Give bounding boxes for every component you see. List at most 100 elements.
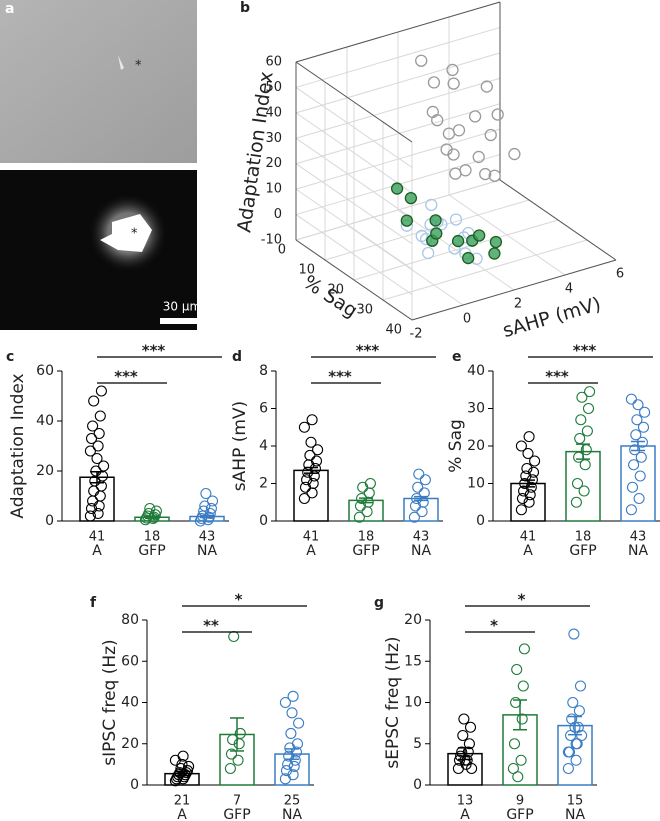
point <box>466 762 478 775</box>
point <box>306 414 318 426</box>
point <box>177 750 189 762</box>
y-tick-label: 60 <box>121 653 139 669</box>
z-tick-label: 60 <box>265 55 282 70</box>
grid-line <box>448 194 566 276</box>
grid-line <box>346 224 464 306</box>
x-tick-label: GFP <box>506 807 533 821</box>
count-label: 18 <box>144 530 161 545</box>
point <box>489 235 503 249</box>
x-tick-label: NA <box>628 543 648 559</box>
point <box>304 449 316 461</box>
count-label: 41 <box>520 530 537 545</box>
z-tick-label: 40 <box>265 105 282 120</box>
y-axis-label: sEPSC freq (Hz) <box>383 636 403 768</box>
point <box>479 167 492 181</box>
point <box>418 487 430 499</box>
point <box>287 769 299 781</box>
point <box>289 754 301 766</box>
significance-label: *** <box>545 368 569 386</box>
point <box>205 502 217 515</box>
point <box>431 114 444 127</box>
x-tick-label: A <box>92 543 102 559</box>
count-label: 7 <box>233 794 241 809</box>
box-edge <box>295 1 501 63</box>
point <box>310 455 323 467</box>
point <box>468 110 482 123</box>
y-tick-label: 0 <box>476 513 485 529</box>
y-tick-label: 0 <box>413 777 422 793</box>
point <box>523 431 535 443</box>
point <box>225 748 238 760</box>
y-tick-label: 10 <box>298 263 315 278</box>
count-label: 41 <box>303 530 320 545</box>
point <box>279 696 291 709</box>
count-label: 43 <box>630 530 647 545</box>
point <box>570 754 582 766</box>
point <box>312 444 324 456</box>
z-tick-label: -10 <box>261 233 282 248</box>
z-axis-label: Adaptation Index <box>233 70 277 234</box>
point <box>416 506 428 518</box>
y-tick-label: 40 <box>385 323 402 338</box>
y-tick-label: 2 <box>259 476 268 492</box>
point <box>400 214 414 227</box>
point <box>232 754 244 766</box>
point <box>491 108 504 121</box>
point <box>575 414 587 426</box>
point <box>425 198 438 212</box>
point <box>298 421 310 433</box>
point <box>488 247 501 260</box>
point <box>562 746 574 758</box>
panel-letter: c <box>6 349 14 365</box>
y-tick-label: 15 <box>404 653 422 669</box>
x-tick-label: -2 <box>410 327 423 342</box>
point <box>404 191 418 205</box>
z-tick-label: 10 <box>265 182 282 197</box>
point <box>582 402 595 415</box>
point <box>451 234 465 248</box>
point <box>361 506 373 518</box>
point <box>307 477 319 490</box>
panel-letter: e <box>452 349 462 365</box>
point <box>91 452 103 465</box>
x-tick-label: 6 <box>616 267 624 282</box>
box-edge <box>295 61 413 143</box>
point <box>363 487 375 499</box>
significance-label: *** <box>142 342 166 360</box>
point <box>176 758 188 770</box>
point <box>286 707 298 719</box>
point <box>429 214 442 227</box>
point <box>574 680 587 692</box>
point <box>626 481 639 493</box>
point <box>635 451 647 463</box>
point <box>630 429 642 441</box>
z-tick-label: 0 <box>274 207 282 222</box>
point <box>628 459 640 471</box>
scale-label: 30 µm <box>163 300 201 314</box>
cell-body <box>100 214 152 252</box>
y-tick-label: 20 <box>121 736 139 752</box>
count-label: 43 <box>199 530 216 545</box>
x-tick-label: A <box>460 807 470 821</box>
count-label: 21 <box>174 794 191 809</box>
x-tick-label: GFP <box>569 543 596 559</box>
point <box>458 713 470 725</box>
y-tick-label: 20 <box>36 463 54 479</box>
panel-letter: f <box>90 595 97 611</box>
point <box>462 251 475 265</box>
x-tick-label: NA <box>411 543 431 559</box>
x-tick-label: NA <box>565 807 585 821</box>
significance-label: ** <box>203 617 219 635</box>
y-axis-label: sIPSC freq (Hz) <box>100 639 120 765</box>
point <box>473 229 486 242</box>
y-tick-label: 10 <box>467 476 485 492</box>
point <box>568 628 580 640</box>
x-tick-label: 0 <box>463 312 471 327</box>
marker: * <box>135 59 142 74</box>
count-label: 9 <box>516 794 524 809</box>
point <box>508 147 521 161</box>
point <box>578 485 590 497</box>
point <box>639 406 651 418</box>
y-axis-label: sAHP (mV) <box>230 401 250 491</box>
